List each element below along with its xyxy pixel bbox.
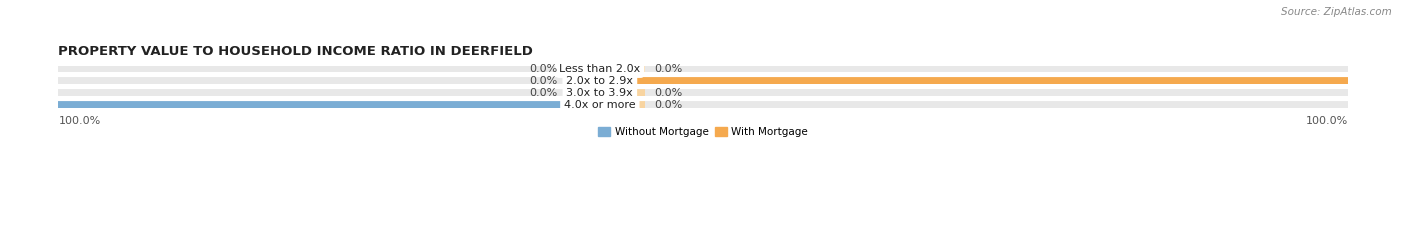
Text: 0.0%: 0.0%: [655, 64, 683, 74]
Text: 100.0%: 100.0%: [3, 100, 49, 110]
Text: 100.0%: 100.0%: [1357, 76, 1403, 86]
Text: 4.0x or more: 4.0x or more: [564, 100, 636, 110]
Text: Source: ZipAtlas.com: Source: ZipAtlas.com: [1281, 7, 1392, 17]
Bar: [58, 65, 1348, 72]
Bar: [58, 101, 600, 108]
Text: 3.0x to 3.9x: 3.0x to 3.9x: [567, 88, 633, 98]
Text: 0.0%: 0.0%: [530, 76, 558, 86]
Bar: [600, 101, 645, 108]
Text: 0.0%: 0.0%: [530, 88, 558, 98]
Text: 0.0%: 0.0%: [655, 88, 683, 98]
Text: 2.0x to 2.9x: 2.0x to 2.9x: [567, 76, 633, 86]
Text: Less than 2.0x: Less than 2.0x: [560, 64, 641, 74]
Text: PROPERTY VALUE TO HOUSEHOLD INCOME RATIO IN DEERFIELD: PROPERTY VALUE TO HOUSEHOLD INCOME RATIO…: [58, 45, 533, 58]
Bar: [58, 89, 1348, 96]
Text: 100.0%: 100.0%: [1305, 116, 1348, 126]
Legend: Without Mortgage, With Mortgage: Without Mortgage, With Mortgage: [593, 123, 813, 141]
Text: 0.0%: 0.0%: [655, 100, 683, 110]
Bar: [58, 101, 1348, 108]
Bar: [600, 78, 1348, 84]
Bar: [568, 65, 600, 72]
Bar: [58, 78, 1348, 84]
Text: 0.0%: 0.0%: [530, 64, 558, 74]
Text: 100.0%: 100.0%: [58, 116, 101, 126]
Bar: [568, 89, 600, 96]
Bar: [568, 78, 600, 84]
Bar: [600, 65, 645, 72]
Bar: [600, 89, 645, 96]
